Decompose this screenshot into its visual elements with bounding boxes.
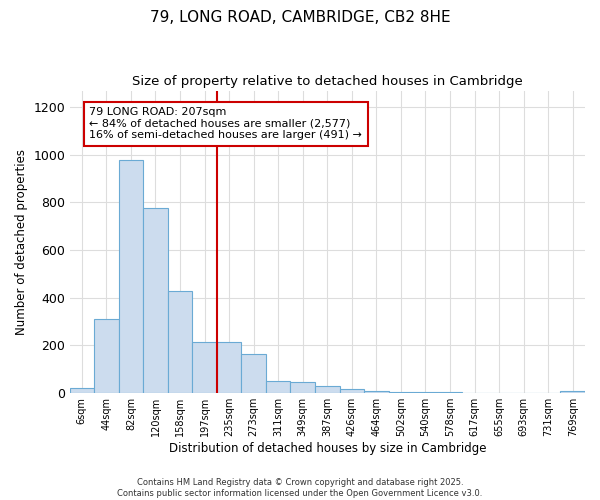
Text: Contains HM Land Registry data © Crown copyright and database right 2025.
Contai: Contains HM Land Registry data © Crown c…: [118, 478, 482, 498]
Bar: [315, 386, 340, 393]
Y-axis label: Number of detached properties: Number of detached properties: [15, 148, 28, 334]
Title: Size of property relative to detached houses in Cambridge: Size of property relative to detached ho…: [132, 75, 523, 88]
Bar: [168, 290, 193, 393]
X-axis label: Distribution of detached houses by size in Cambridge: Distribution of detached houses by size …: [169, 442, 486, 455]
Bar: [560, 390, 585, 393]
Bar: [389, 392, 413, 393]
Bar: [94, 319, 119, 393]
Bar: [266, 381, 290, 393]
Bar: [290, 382, 315, 393]
Bar: [119, 160, 143, 393]
Text: 79, LONG ROAD, CAMBRIDGE, CB2 8HE: 79, LONG ROAD, CAMBRIDGE, CB2 8HE: [149, 10, 451, 25]
Bar: [364, 390, 389, 393]
Bar: [70, 388, 94, 393]
Bar: [217, 342, 241, 393]
Bar: [143, 208, 168, 393]
Bar: [193, 342, 217, 393]
Bar: [340, 390, 364, 393]
Bar: [241, 354, 266, 393]
Text: 79 LONG ROAD: 207sqm
← 84% of detached houses are smaller (2,577)
16% of semi-de: 79 LONG ROAD: 207sqm ← 84% of detached h…: [89, 107, 362, 140]
